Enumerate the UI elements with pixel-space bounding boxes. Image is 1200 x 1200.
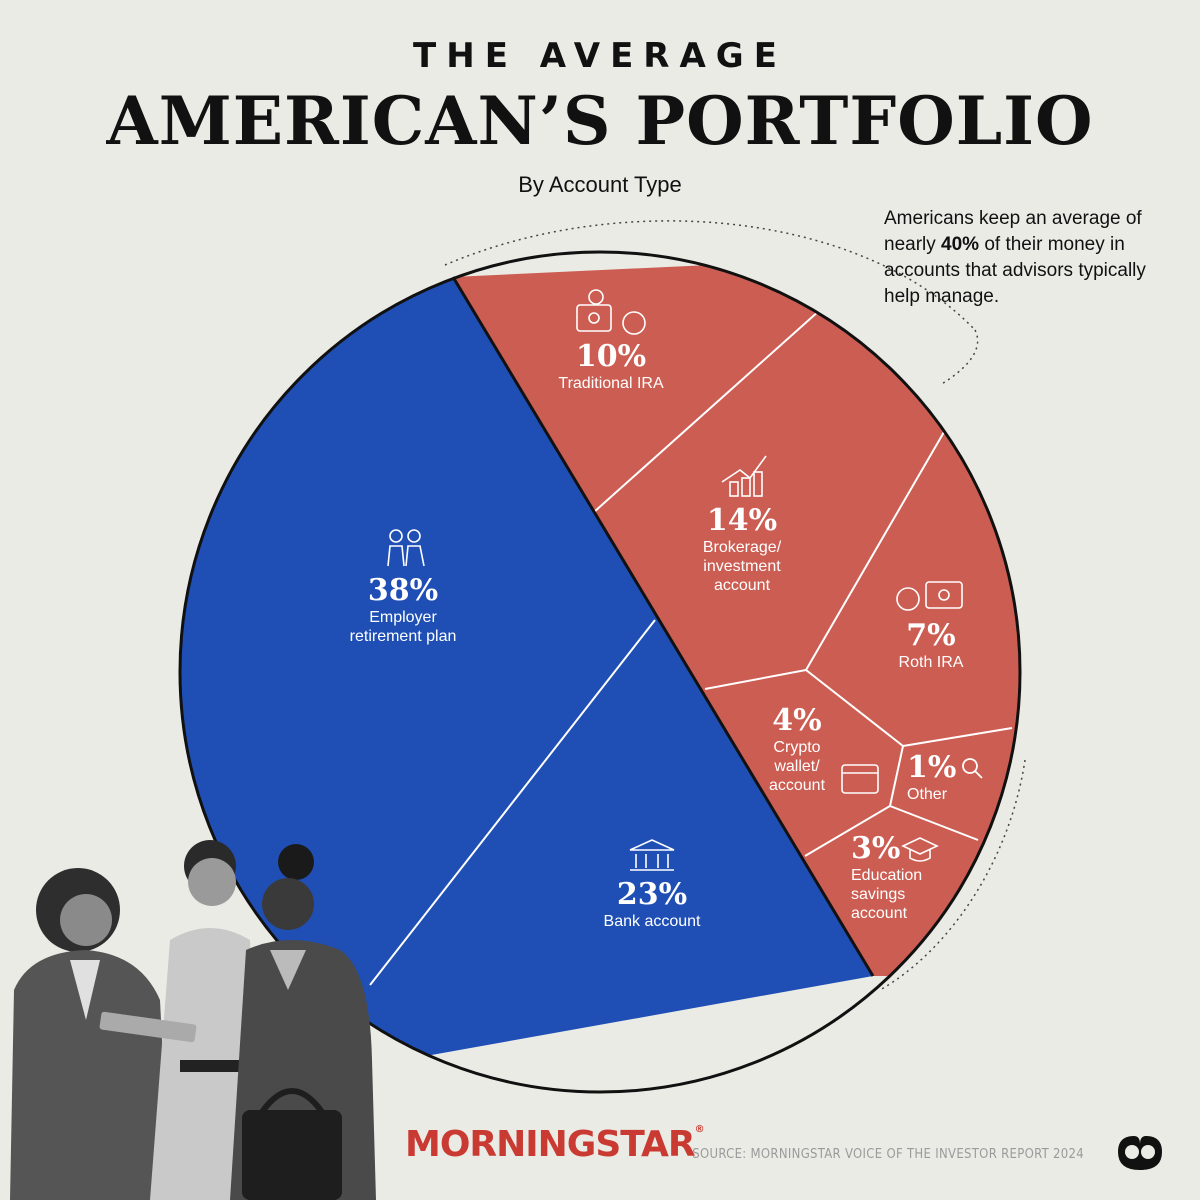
pct-crypto: 4% bbox=[772, 703, 822, 738]
advisor-callout: Americans keep an average of nearly 40% … bbox=[884, 206, 1184, 310]
label-traditional-ira: 10% Traditional IRA bbox=[558, 340, 663, 393]
name-crypto-2: wallet/ bbox=[774, 758, 820, 775]
people-photo bbox=[10, 840, 376, 1200]
morningstar-logo: MORNINGSTAR® bbox=[405, 1124, 705, 1165]
label-other: 1% Other bbox=[907, 751, 956, 804]
name-employer-plan-2: retirement plan bbox=[349, 628, 457, 645]
pct-roth-ira: 7% bbox=[906, 618, 956, 653]
divider-brokerage-roth bbox=[805, 431, 945, 671]
pct-employer-plan: 38% bbox=[367, 573, 439, 608]
name-education-1: Education bbox=[851, 867, 923, 884]
pie-outline bbox=[178, 250, 1022, 1094]
name-brokerage-1: Brokerage/ bbox=[702, 539, 782, 556]
divider-crypto-brokerage bbox=[704, 669, 807, 690]
magnifier-icon bbox=[962, 758, 983, 779]
name-education-3: account bbox=[851, 905, 908, 922]
pct-traditional-ira: 10% bbox=[575, 339, 647, 374]
name-crypto-1: Crypto bbox=[773, 739, 821, 756]
divider-other-crypto bbox=[889, 745, 904, 807]
kicker-text: THE AVERAGE bbox=[413, 36, 787, 76]
blue-region bbox=[180, 252, 873, 1092]
pct-bank-account: 23% bbox=[616, 877, 688, 912]
callout-highlight: 40% bbox=[941, 234, 980, 255]
divider-edu-crypto bbox=[804, 805, 891, 857]
chart-title: AMERICAN’S PORTFOLIO bbox=[106, 82, 1094, 160]
group-divider bbox=[451, 276, 875, 977]
name-crypto-3: account bbox=[768, 777, 826, 794]
divider-other-right bbox=[902, 727, 1013, 747]
divider-other-edu bbox=[889, 805, 979, 841]
label-employer-plan: 38% Employer retirement plan bbox=[350, 574, 457, 646]
advisor-group-bracket bbox=[444, 220, 979, 386]
brand-text: MORNINGSTAR bbox=[405, 1124, 696, 1165]
pct-brokerage: 14% bbox=[706, 503, 778, 538]
label-brokerage: 14% Brokerage/ investment account bbox=[703, 504, 781, 595]
registered-mark-icon: ® bbox=[694, 1124, 705, 1135]
divider-roth-other bbox=[805, 669, 904, 747]
pct-education: 3% bbox=[851, 831, 901, 866]
pct-other: 1% bbox=[907, 750, 957, 785]
label-crypto: 4% Crypto wallet/ account bbox=[769, 704, 825, 795]
tax-safe-icon bbox=[896, 581, 963, 611]
bank-icon bbox=[629, 839, 675, 871]
label-bank-account: 23% Bank account bbox=[604, 878, 701, 931]
name-roth-ira: Roth IRA bbox=[898, 654, 964, 671]
name-traditional-ira: Traditional IRA bbox=[558, 375, 664, 392]
label-education: 3% Education savings account bbox=[851, 832, 922, 923]
chart-subtitle: By Account Type bbox=[518, 172, 682, 197]
name-other: Other bbox=[907, 786, 948, 803]
name-brokerage-2: investment bbox=[703, 558, 781, 575]
divider-trad-brokerage bbox=[593, 309, 821, 513]
label-roth-ira: 7% Roth IRA bbox=[899, 619, 964, 672]
callout-text-before: Americans keep an average of nearly bbox=[884, 208, 1142, 255]
name-employer-plan-1: Employer bbox=[369, 609, 437, 626]
name-brokerage-3: account bbox=[713, 577, 771, 594]
name-bank-account: Bank account bbox=[603, 913, 701, 930]
red-region bbox=[453, 252, 1020, 976]
visual-capitalist-logo-icon bbox=[1118, 1136, 1162, 1170]
couple-icon bbox=[387, 529, 425, 567]
growth-chart-icon bbox=[721, 455, 767, 497]
name-education-2: savings bbox=[851, 886, 906, 903]
wallet-icon bbox=[841, 764, 879, 794]
callout-text-after: of their money in accounts that advisors… bbox=[884, 234, 1146, 307]
divider-bank-employer bbox=[369, 619, 656, 986]
source-note: SOURCE: MORNINGSTAR VOICE OF THE INVESTO… bbox=[692, 1147, 1084, 1162]
graduation-cap-icon bbox=[901, 837, 939, 862]
safe-tax-icon bbox=[576, 289, 646, 335]
